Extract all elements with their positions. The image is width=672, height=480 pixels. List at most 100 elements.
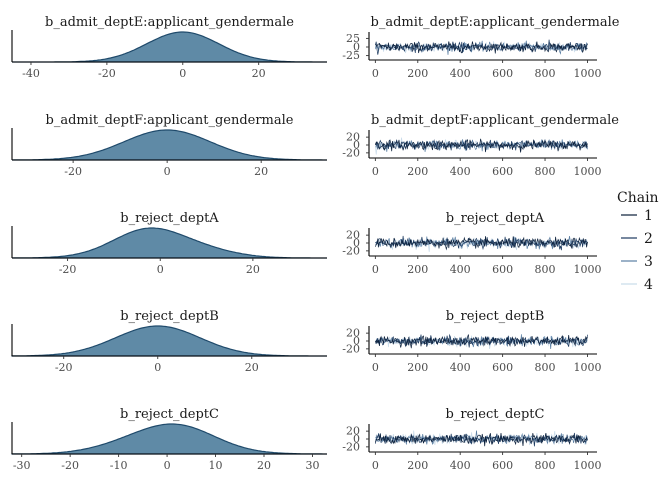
- legend-item-chain-2: 2: [621, 231, 653, 247]
- y-tick-label: -20: [342, 244, 360, 257]
- x-tick-label: 0: [179, 67, 186, 80]
- x-tick-label: 10: [209, 459, 223, 472]
- x-tick-label: 400: [450, 263, 471, 276]
- density-panel: b_reject_deptA -20 0 20: [11, 211, 327, 276]
- trace-chain-1: [375, 433, 588, 447]
- x-tick-label: 400: [450, 165, 471, 178]
- legend-title: Chain: [617, 190, 659, 206]
- x-tick-label: 0: [372, 67, 379, 80]
- x-tick-label: 400: [450, 361, 471, 374]
- density-panel: b_admit_deptF:applicant_gendermale -20 0 20: [11, 113, 327, 178]
- y-tick-label: 0: [353, 433, 360, 446]
- density-title: b_reject_deptB: [120, 309, 219, 324]
- x-tick-label: 600: [492, 67, 513, 80]
- trace-chain-1: [375, 236, 588, 251]
- legend-item-chain-4: 4: [621, 277, 653, 293]
- x-tick-label: -10: [110, 459, 128, 472]
- x-tick-label: 0: [157, 263, 164, 276]
- trace-chain-2: [375, 39, 588, 55]
- trace-panel: b_admit_deptE:applicant_gendermale 0 200 40…: [342, 15, 619, 80]
- density-area: [11, 325, 327, 357]
- x-tick-label: 800: [535, 459, 556, 472]
- density-panel: b_admit_deptE:applicant_gendermale -40 -20…: [11, 15, 327, 80]
- y-tick-label: -20: [342, 146, 360, 159]
- trace-chain-3: [375, 334, 588, 350]
- x-tick-label: 600: [492, 263, 513, 276]
- density-title: b_admit_deptF:applicant_gendermale: [46, 113, 294, 128]
- x-tick-label: 0: [164, 165, 171, 178]
- y-tick-label: 20: [346, 131, 360, 144]
- x-tick-label: -40: [22, 67, 40, 80]
- x-tick-label: -20: [61, 459, 79, 472]
- x-tick-label: 1000: [573, 165, 601, 178]
- density-area: [11, 423, 327, 455]
- legend-item-chain-3: 3: [621, 254, 653, 270]
- trace-chain-2: [375, 138, 588, 151]
- x-tick-label: 0: [154, 361, 161, 374]
- x-tick-label: 0: [164, 459, 171, 472]
- y-tick-label: 0: [353, 139, 360, 152]
- legend-label: 2: [644, 231, 653, 247]
- x-tick-label: -20: [55, 361, 73, 374]
- x-tick-label: 1000: [573, 459, 601, 472]
- legend-label: 4: [644, 277, 653, 293]
- x-tick-label: 600: [492, 459, 513, 472]
- density-panel: b_reject_deptC -30 -20 -10 0 10 20 30: [11, 407, 327, 472]
- x-tick-label: 200: [407, 67, 428, 80]
- x-tick-label: 20: [254, 165, 268, 178]
- y-tick-label: 25: [346, 32, 360, 45]
- x-tick-label: -30: [13, 459, 31, 472]
- x-tick-label: -20: [64, 165, 82, 178]
- trace-title: b_reject_deptA: [446, 211, 545, 226]
- x-tick-label: 1000: [573, 263, 601, 276]
- density-area: [12, 31, 327, 63]
- x-tick-label: 0: [372, 165, 379, 178]
- legend-label: 1: [644, 208, 653, 224]
- chain-legend: Chain 1 2 3 4: [617, 190, 659, 293]
- x-tick-label: 20: [245, 361, 259, 374]
- legend-label: 3: [644, 254, 653, 270]
- x-tick-label: 600: [492, 361, 513, 374]
- y-tick-label: 0: [353, 41, 360, 54]
- x-tick-label: 600: [492, 165, 513, 178]
- x-tick-label: 1000: [573, 361, 601, 374]
- y-tick-label: 20: [346, 229, 360, 242]
- x-tick-label: 20: [246, 263, 260, 276]
- x-tick-label: 20: [257, 459, 271, 472]
- density-area: [11, 129, 327, 161]
- y-tick-label: 0: [353, 237, 360, 250]
- legend-item-chain-1: 1: [621, 208, 653, 224]
- y-tick-label: -20: [342, 342, 360, 355]
- trace-title: b_reject_deptC: [446, 407, 545, 422]
- x-tick-label: 200: [407, 459, 428, 472]
- y-tick-label: -20: [342, 440, 360, 453]
- x-tick-label: 400: [450, 67, 471, 80]
- x-tick-label: 1000: [573, 67, 601, 80]
- y-tick-label: 20: [346, 425, 360, 438]
- y-tick-label: 20: [346, 327, 360, 340]
- trace-title: b_admit_deptE:applicant_gendermale: [371, 15, 620, 30]
- trace-chain-1: [375, 334, 588, 349]
- trace-chain-1: [375, 138, 588, 153]
- x-tick-label: 0: [372, 263, 379, 276]
- x-tick-label: -20: [98, 67, 116, 80]
- y-tick-label: -25: [342, 49, 360, 62]
- x-tick-label: 800: [535, 165, 556, 178]
- x-tick-label: -20: [59, 263, 77, 276]
- y-tick-label: 0: [353, 335, 360, 348]
- x-tick-label: 20: [252, 67, 266, 80]
- x-tick-label: 0: [372, 361, 379, 374]
- trace-title: b_admit_deptF:applicant_gendermale: [371, 113, 619, 128]
- x-tick-label: 800: [535, 67, 556, 80]
- x-tick-label: 800: [535, 361, 556, 374]
- x-tick-label: 0: [372, 459, 379, 472]
- x-tick-label: 200: [407, 263, 428, 276]
- x-tick-label: 200: [407, 361, 428, 374]
- density-panel: b_reject_deptB -20 0 20: [11, 309, 327, 374]
- density-area: [11, 227, 327, 259]
